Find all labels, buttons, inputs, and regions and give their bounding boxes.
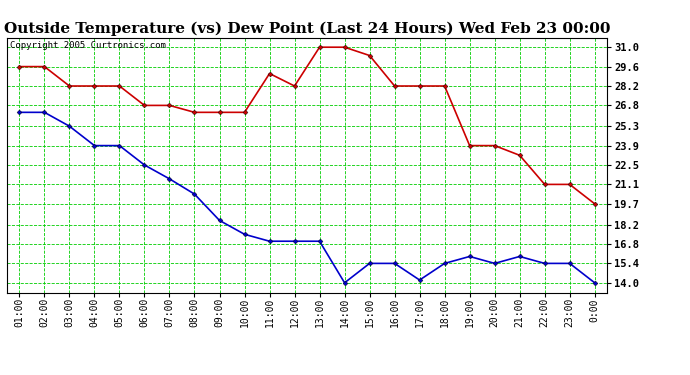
Text: Copyright 2005 Curtronics.com: Copyright 2005 Curtronics.com [10, 41, 166, 50]
Title: Outside Temperature (vs) Dew Point (Last 24 Hours) Wed Feb 23 00:00: Outside Temperature (vs) Dew Point (Last… [4, 22, 610, 36]
